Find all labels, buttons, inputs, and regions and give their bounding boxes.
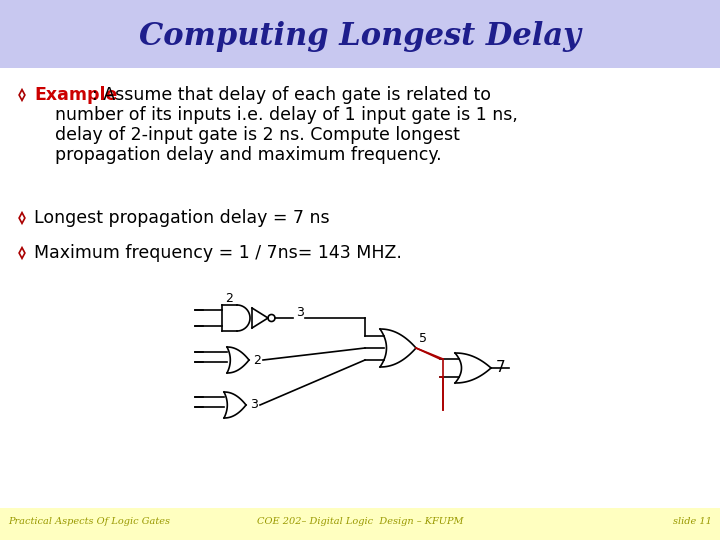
Text: Longest propagation delay = 7 ns: Longest propagation delay = 7 ns [34, 209, 330, 227]
Text: Practical Aspects Of Logic Gates: Practical Aspects Of Logic Gates [8, 517, 170, 526]
Text: 3: 3 [296, 306, 304, 319]
Text: number of its inputs i.e. delay of 1 input gate is 1 ns,: number of its inputs i.e. delay of 1 inp… [55, 106, 518, 124]
Text: propagation delay and maximum frequency.: propagation delay and maximum frequency. [55, 146, 441, 164]
Text: 3: 3 [250, 399, 258, 411]
Text: Example: Example [34, 86, 117, 104]
Polygon shape [18, 246, 26, 260]
Text: COE 202– Digital Logic  Design – KFUPM: COE 202– Digital Logic Design – KFUPM [257, 517, 463, 526]
Bar [0, 0, 720, 68]
Polygon shape [18, 88, 26, 102]
Text: Computing Longest Delay: Computing Longest Delay [139, 21, 581, 51]
Polygon shape [20, 91, 24, 99]
Text: 7: 7 [496, 361, 505, 375]
Text: Maximum frequency = 1 / 7ns= 143 MHZ.: Maximum frequency = 1 / 7ns= 143 MHZ. [34, 244, 402, 262]
Text: delay of 2-input gate is 2 ns. Compute longest: delay of 2-input gate is 2 ns. Compute l… [55, 126, 460, 144]
Polygon shape [18, 211, 26, 225]
Polygon shape [20, 249, 24, 256]
Polygon shape [20, 214, 24, 221]
Text: : Assume that delay of each gate is related to: : Assume that delay of each gate is rela… [92, 86, 491, 104]
Text: 2: 2 [225, 292, 233, 305]
Bar [0, 508, 720, 540]
Text: 5: 5 [419, 332, 427, 345]
Text: slide 11: slide 11 [673, 517, 712, 526]
Text: 2: 2 [253, 354, 261, 367]
